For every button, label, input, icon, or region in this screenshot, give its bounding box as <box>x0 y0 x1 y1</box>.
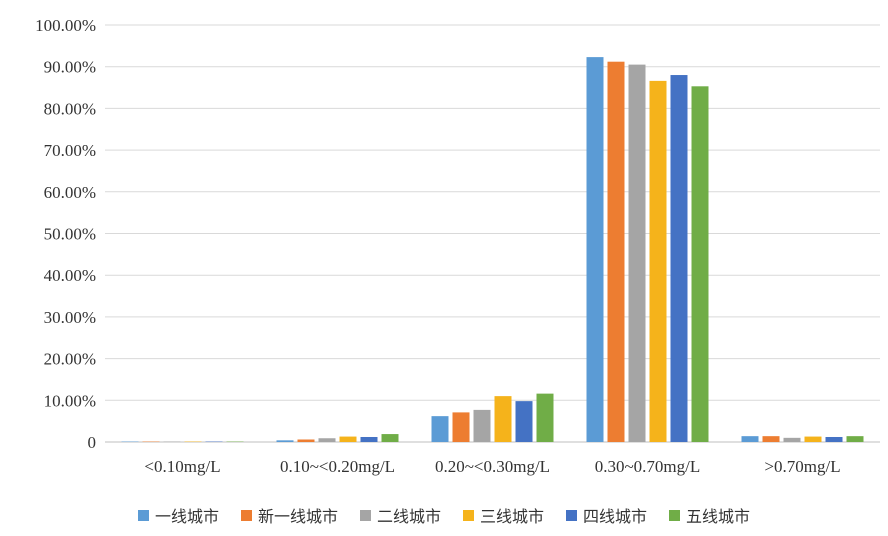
x-tick-label: 0.20~<0.30mg/L <box>435 457 550 476</box>
y-tick-label: 50.00% <box>44 225 96 244</box>
x-tick-label: >0.70mg/L <box>764 457 840 476</box>
bar-chart: 0 10.00% 20.00% 30.00% 40.00% 50.00% 60.00% 70.… <box>35 16 880 476</box>
bar <box>846 436 864 442</box>
x-tick-label: 0.10~<0.20mg/L <box>280 457 395 476</box>
x-tick-label: <0.10mg/L <box>144 457 220 476</box>
y-tick-label: 40.00% <box>44 266 96 285</box>
legend-label: 五线城市 <box>686 507 751 526</box>
legend-swatch <box>463 509 474 521</box>
legend-swatch <box>359 509 371 521</box>
y-tick-label: 80.00% <box>44 99 96 118</box>
legend-item: 新一线城市 <box>240 503 338 527</box>
x-tick-label: 0.30~0.70mg/L <box>595 457 701 476</box>
legend-label: 一线城市 <box>154 507 219 526</box>
bar <box>586 57 604 442</box>
legend-swatch <box>137 509 149 521</box>
bar <box>670 75 688 442</box>
bar <box>360 436 378 442</box>
bar <box>762 436 780 442</box>
legend-swatch <box>240 509 252 521</box>
bar <box>804 436 822 442</box>
bar <box>494 396 512 442</box>
legend-item: 二线城市 <box>359 503 441 527</box>
bar <box>515 401 533 442</box>
legend-label: 三线城市 <box>480 507 545 526</box>
bar <box>783 437 801 442</box>
y-tick-label: 90.00% <box>44 58 96 77</box>
y-tick-label: 20.00% <box>44 350 96 369</box>
bar <box>318 438 336 442</box>
legend-item: 四线城市 <box>566 503 647 527</box>
bar <box>607 61 625 443</box>
bar <box>473 409 491 442</box>
legend-label: 四线城市 <box>583 507 648 526</box>
bar <box>649 80 667 443</box>
legend-item: 三线城市 <box>463 503 544 527</box>
y-tick-label: 30.00% <box>44 308 96 327</box>
legend-item: 一线城市 <box>137 503 219 527</box>
bar <box>691 86 709 442</box>
bar <box>741 436 759 442</box>
legend-label: 二线城市 <box>376 507 441 526</box>
y-tick-label: 60.00% <box>44 183 96 202</box>
bar <box>276 440 294 442</box>
legend-swatch <box>669 509 681 521</box>
bar <box>452 412 470 442</box>
bar <box>381 434 399 442</box>
y-tick-label: 10.00% <box>44 391 96 410</box>
legend-label: 新一线城市 <box>257 507 338 526</box>
bar <box>297 439 315 442</box>
legend: 一线城市 新一线城市 二线城市 三线城市 四线城市 五线城市 <box>0 500 888 530</box>
y-tick-label: 0 <box>88 433 97 452</box>
bar <box>536 393 554 442</box>
legend-swatch <box>566 509 578 521</box>
bar <box>825 436 843 442</box>
legend-item: 五线城市 <box>669 503 750 527</box>
y-tick-label: 100.00% <box>35 16 96 35</box>
bar <box>339 436 357 442</box>
bar <box>628 64 646 443</box>
bar <box>431 416 449 442</box>
y-tick-label: 70.00% <box>44 141 96 160</box>
